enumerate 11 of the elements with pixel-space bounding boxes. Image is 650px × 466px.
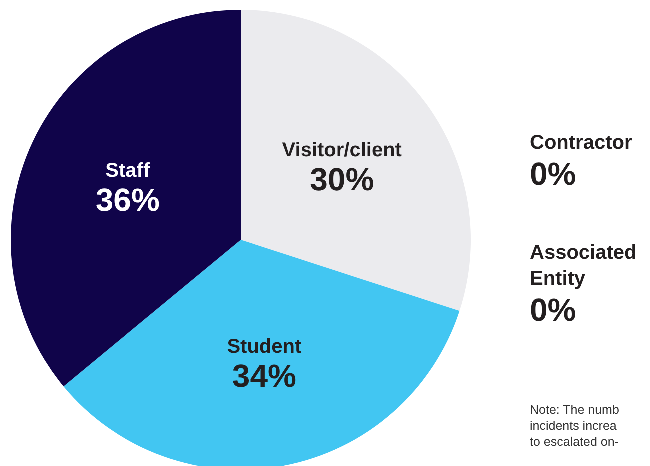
text: Note: The numb incidents increa to escalated on- (530, 403, 620, 449)
data-label: 30% (310, 162, 374, 198)
data-label: 34% (232, 358, 296, 394)
slice-label: Staff (106, 160, 150, 182)
category-label: Contractor (530, 132, 632, 154)
slice-label: Student (227, 336, 302, 358)
category-label: Associated Entity (530, 242, 637, 290)
text: 0% (530, 292, 576, 328)
text: 0% (530, 156, 576, 192)
slice-label: Visitor/client (282, 140, 402, 162)
data-label: 36% (96, 182, 160, 218)
